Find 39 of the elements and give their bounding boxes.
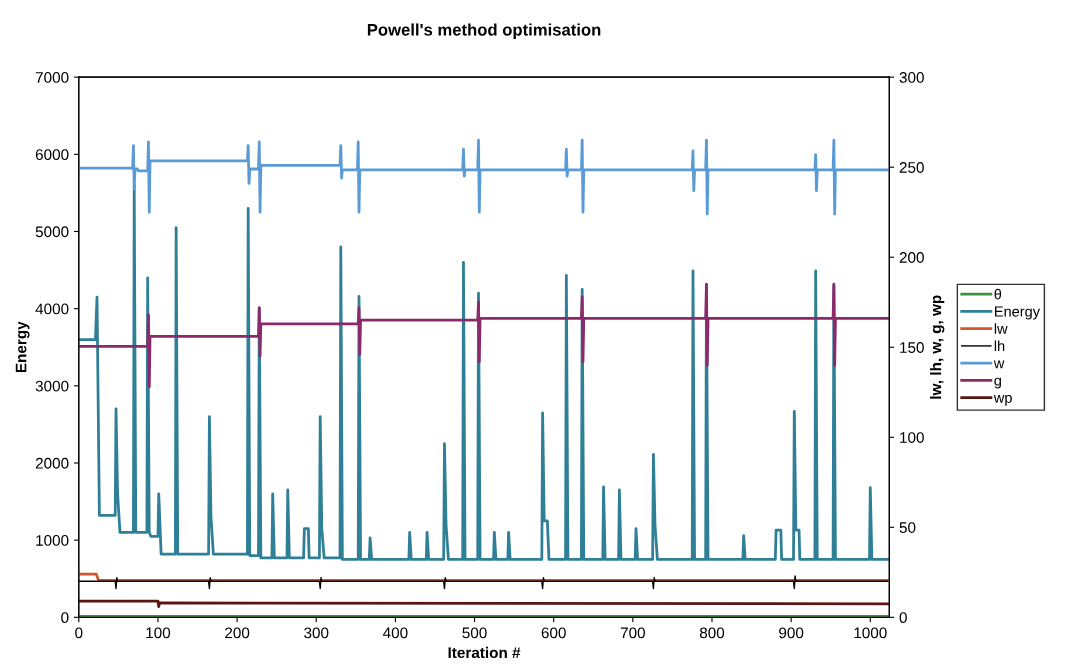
- x-tick-label: 100: [146, 627, 171, 639]
- x-tick-label: 1000: [854, 627, 887, 639]
- x-tick-label: 700: [620, 627, 645, 639]
- y-tick-label: 7000: [35, 72, 69, 83]
- x-tick-label: 600: [541, 627, 566, 639]
- y-tick-label: 1000: [36, 535, 69, 546]
- y2-tick-label: 150: [900, 342, 924, 353]
- line-series: [78, 282, 890, 389]
- x-tick-label: 300: [304, 627, 329, 639]
- legend-label: lh: [994, 340, 1005, 352]
- y2-tick-label: 100: [900, 432, 924, 443]
- x-tick-label: 400: [383, 627, 408, 639]
- chart-title: Powell's method optimisation: [367, 23, 601, 39]
- x-tick-label: 800: [699, 627, 725, 639]
- y2-tick-label: 250: [899, 162, 924, 173]
- legend-label: w: [993, 360, 1005, 369]
- legend-label: Energy: [995, 306, 1040, 320]
- y-tick-label: 4000: [35, 303, 69, 315]
- y-tick-label: 0: [61, 612, 69, 624]
- x-tick-label: 200: [225, 627, 250, 639]
- y2-tick-label: 0: [899, 612, 907, 624]
- x-tick-label: 900: [779, 627, 804, 639]
- y-tick-label: 6000: [35, 149, 69, 161]
- y-tick-label: 5000: [35, 226, 69, 238]
- legend-label: lw: [994, 323, 1008, 334]
- y-axis-title: Energy: [15, 321, 30, 373]
- legend-label: θ: [994, 288, 1002, 300]
- x-tick-label: 500: [462, 627, 487, 639]
- y-tick-label: 3000: [35, 380, 69, 392]
- y2-tick-label: 300: [899, 72, 924, 83]
- legend-label: g: [994, 377, 1001, 389]
- y2-tick-label: 200: [899, 252, 924, 263]
- x-tick-label: 0: [75, 627, 83, 639]
- line-series: [78, 138, 890, 216]
- y2-axis-title: lw, lh, w, g, wp: [930, 295, 945, 399]
- x-axis-title: Iteration #: [448, 646, 521, 659]
- y2-tick-label: 50: [899, 522, 916, 533]
- y-tick-label: 2000: [35, 457, 69, 469]
- legend-label: wp: [993, 394, 1012, 406]
